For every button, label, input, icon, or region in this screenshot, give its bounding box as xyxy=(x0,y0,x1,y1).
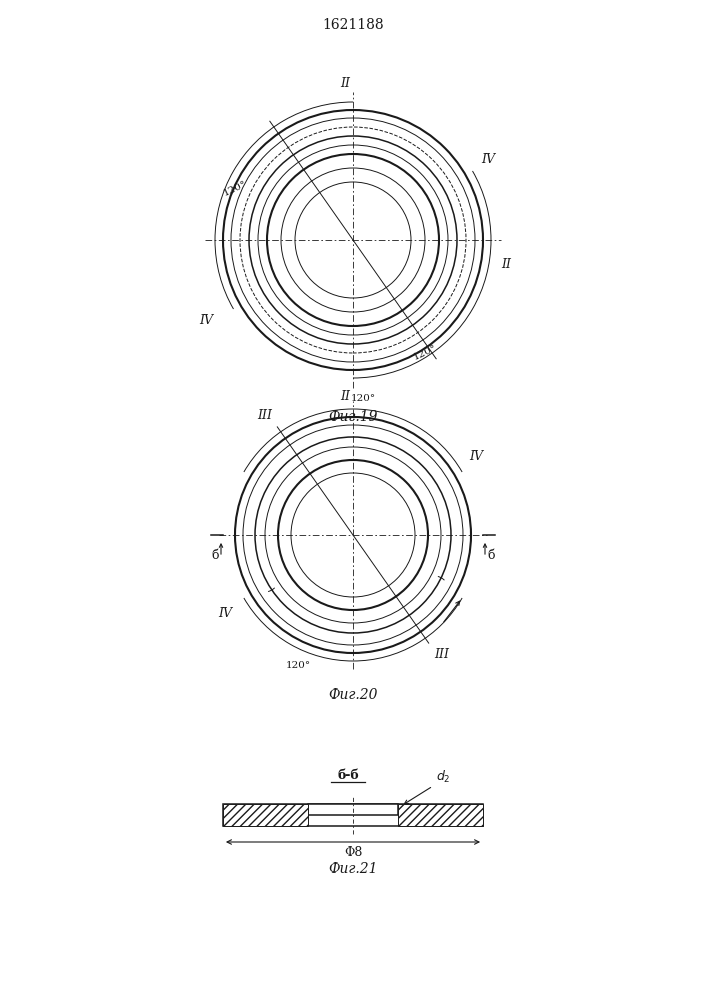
Text: II: II xyxy=(340,77,350,90)
Text: 120°: 120° xyxy=(351,394,375,403)
Text: 120°: 120° xyxy=(222,179,248,197)
Text: $d_2$: $d_2$ xyxy=(436,769,450,785)
Bar xyxy=(398,804,483,826)
Text: Фиг.21: Фиг.21 xyxy=(328,862,378,876)
Text: Фиг.19: Фиг.19 xyxy=(328,410,378,424)
Text: IV: IV xyxy=(469,450,483,463)
Text: 1621188: 1621188 xyxy=(322,18,384,32)
Bar xyxy=(308,804,398,815)
Text: IV: IV xyxy=(218,607,232,620)
Text: Φ8: Φ8 xyxy=(344,846,362,859)
Text: III: III xyxy=(257,409,272,422)
Text: III: III xyxy=(433,648,449,661)
Text: II: II xyxy=(340,390,350,403)
Text: б-б: б-б xyxy=(337,769,359,782)
Bar xyxy=(223,804,308,826)
Text: б: б xyxy=(487,549,495,562)
Text: 120°: 120° xyxy=(411,343,438,361)
Text: IV: IV xyxy=(199,314,213,327)
Text: II: II xyxy=(501,258,511,271)
Text: Фиг.20: Фиг.20 xyxy=(328,688,378,702)
Text: 120°: 120° xyxy=(286,661,310,670)
Text: IV: IV xyxy=(481,153,495,166)
Text: б: б xyxy=(211,549,218,562)
